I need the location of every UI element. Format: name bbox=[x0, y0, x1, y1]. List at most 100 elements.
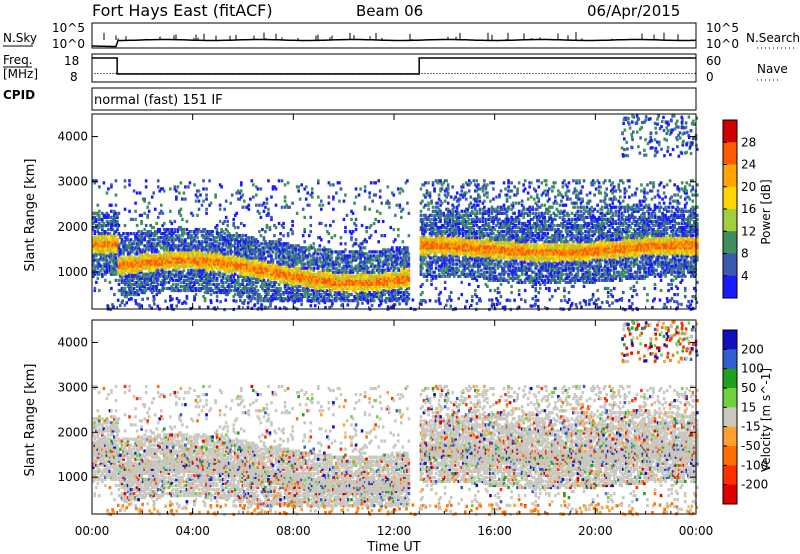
power-cell bbox=[188, 264, 192, 268]
power-cell bbox=[252, 236, 255, 240]
power-cell bbox=[138, 268, 142, 272]
power-cell bbox=[96, 244, 100, 248]
power-cell bbox=[360, 223, 364, 228]
power-cell bbox=[406, 179, 409, 183]
power-cell bbox=[95, 258, 98, 262]
power-cell bbox=[265, 197, 269, 201]
power-cell bbox=[270, 295, 273, 299]
power-cell bbox=[96, 246, 100, 250]
power-cell bbox=[161, 288, 165, 293]
power-cell bbox=[307, 248, 311, 252]
power-cell bbox=[101, 227, 104, 232]
power-cell bbox=[196, 272, 199, 276]
power-cell bbox=[128, 262, 131, 266]
power-cell bbox=[152, 250, 155, 254]
power-cell bbox=[261, 284, 264, 289]
power-cell bbox=[191, 260, 195, 264]
power-cell bbox=[250, 268, 254, 272]
power-cell bbox=[306, 272, 310, 276]
power-cell bbox=[274, 290, 278, 295]
power-cell bbox=[167, 272, 171, 276]
nave-point bbox=[427, 72, 429, 75]
power-cell bbox=[184, 240, 187, 244]
power-cell bbox=[247, 295, 251, 299]
nave-point bbox=[307, 72, 309, 75]
power-cell bbox=[114, 268, 118, 272]
power-cell bbox=[323, 286, 326, 291]
power-cell bbox=[202, 295, 205, 299]
power-cell bbox=[351, 270, 355, 274]
power-cell bbox=[138, 256, 142, 260]
power-cell bbox=[326, 254, 329, 258]
power-cell bbox=[175, 260, 178, 264]
power-cell bbox=[243, 258, 246, 262]
power-cell bbox=[303, 288, 306, 293]
nave-point bbox=[556, 72, 558, 75]
power-cell bbox=[134, 292, 137, 297]
power-cell bbox=[209, 292, 213, 297]
power-cell bbox=[156, 268, 160, 272]
power-cell bbox=[143, 282, 146, 287]
power-cell bbox=[335, 258, 338, 262]
power-cell bbox=[179, 256, 183, 260]
power-cell bbox=[285, 288, 288, 293]
power-cell bbox=[304, 256, 308, 260]
power-cell bbox=[258, 297, 261, 301]
power-cell bbox=[348, 292, 352, 297]
power-cell bbox=[252, 242, 255, 246]
power-cell bbox=[270, 260, 273, 264]
power-cell bbox=[259, 278, 263, 282]
power-cell bbox=[255, 274, 258, 278]
power-cell bbox=[101, 217, 104, 222]
power-cell bbox=[330, 276, 334, 280]
power-cell bbox=[215, 248, 219, 252]
power-cell bbox=[110, 268, 113, 272]
power-cell bbox=[141, 262, 145, 266]
nave-point bbox=[115, 72, 117, 75]
nave-point bbox=[388, 72, 390, 75]
power-cell bbox=[419, 299, 423, 303]
power-cell bbox=[101, 223, 104, 228]
power-cell bbox=[199, 252, 202, 256]
power-cell bbox=[315, 286, 319, 291]
power-cell bbox=[173, 262, 177, 266]
power-cell bbox=[304, 278, 308, 282]
power-cell bbox=[123, 262, 127, 266]
power-cell bbox=[335, 260, 338, 264]
power-cell bbox=[313, 262, 317, 266]
power-cell bbox=[114, 193, 118, 197]
power-cell bbox=[267, 268, 270, 272]
power-cell bbox=[165, 276, 169, 280]
power-cell bbox=[246, 205, 249, 209]
power-cell bbox=[117, 244, 121, 248]
power-cell bbox=[146, 286, 149, 291]
power-cell bbox=[338, 282, 341, 287]
nave-point bbox=[184, 72, 186, 75]
power-cell bbox=[238, 252, 242, 256]
power-cell bbox=[250, 276, 254, 280]
power-cell bbox=[280, 266, 284, 270]
power-cell bbox=[397, 227, 400, 232]
power-cell bbox=[190, 256, 193, 260]
power-cell bbox=[144, 232, 148, 236]
power-cell bbox=[128, 252, 131, 256]
power-cell bbox=[233, 286, 237, 291]
power-cell bbox=[95, 254, 98, 258]
power-cell bbox=[309, 282, 313, 287]
power-cell bbox=[330, 256, 334, 260]
nave-point bbox=[502, 72, 504, 75]
power-cell bbox=[209, 266, 213, 270]
power-cell bbox=[116, 213, 119, 217]
power-cell bbox=[357, 250, 361, 254]
power-cell bbox=[105, 244, 109, 248]
power-cell bbox=[140, 288, 143, 293]
power-cell bbox=[104, 258, 107, 262]
power-cell bbox=[259, 254, 263, 258]
power-cell bbox=[190, 244, 193, 248]
power-cell bbox=[312, 252, 316, 256]
power-cell bbox=[226, 274, 229, 278]
power-cell bbox=[268, 252, 272, 256]
power-cell bbox=[428, 191, 432, 195]
power-cell bbox=[212, 256, 216, 260]
power-cell bbox=[218, 232, 222, 236]
